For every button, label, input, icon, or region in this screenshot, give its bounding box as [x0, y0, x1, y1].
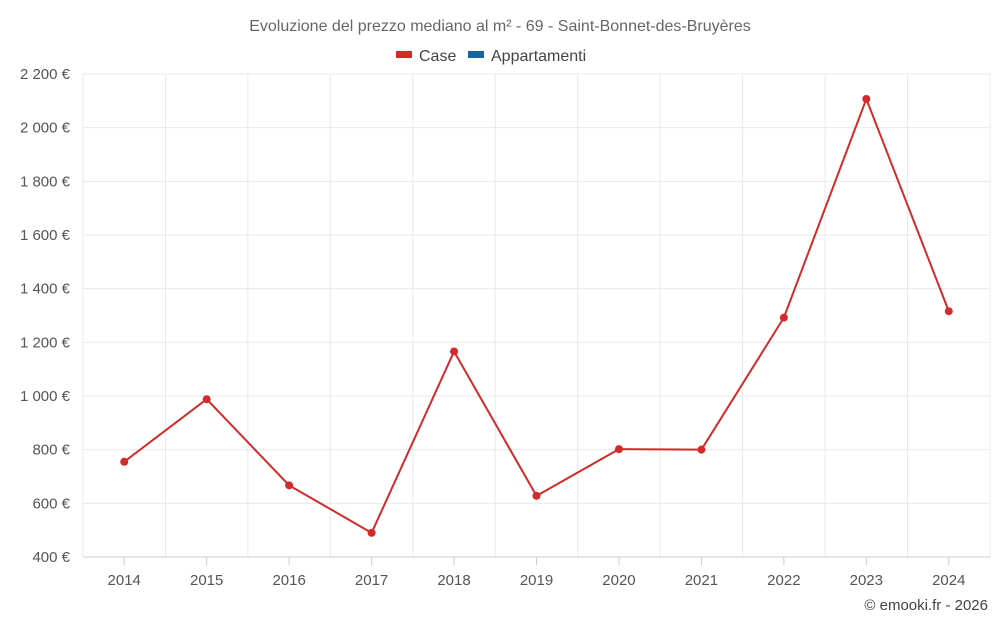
y-tick-label: 400 € — [32, 549, 70, 566]
y-tick-label: 1 000 € — [20, 388, 71, 405]
data-point-case-2016[interactable] — [285, 481, 294, 490]
legend-swatch-appartamenti — [468, 51, 484, 58]
x-tick-label: 2020 — [602, 572, 635, 589]
x-gridlines — [82, 74, 991, 557]
y-tick-label: 1 200 € — [20, 334, 71, 351]
x-tick-label: 2016 — [272, 572, 305, 589]
legend: Case Appartamenti — [396, 48, 586, 65]
y-gridlines — [83, 73, 990, 504]
data-point-case-2017[interactable] — [367, 528, 376, 537]
data-point-case-2020[interactable] — [614, 445, 623, 454]
data-point-case-2015[interactable] — [202, 395, 211, 404]
data-point-case-2022[interactable] — [779, 313, 788, 322]
x-tick-label: 2015 — [190, 572, 223, 589]
y-tick-label: 800 € — [32, 442, 70, 459]
y-tick-label: 600 € — [32, 495, 70, 512]
y-tick-label: 1 400 € — [20, 281, 71, 298]
x-tick-label: 2017 — [355, 572, 388, 589]
data-point-case-2019[interactable] — [532, 491, 541, 500]
x-tick-label: 2024 — [932, 572, 965, 589]
x-tick-label: 2014 — [108, 572, 141, 589]
data-point-case-2014[interactable] — [120, 457, 129, 466]
x-tick-label: 2021 — [685, 572, 718, 589]
data-point-case-2024[interactable] — [944, 307, 953, 316]
legend-swatch-case — [396, 51, 412, 58]
y-tick-label: 1 600 € — [20, 227, 71, 244]
y-tick-label: 1 800 € — [20, 173, 71, 190]
x-tick-label: 2023 — [850, 572, 883, 589]
x-axis-labels: 2014 2015 2016 2017 2018 2019 2020 2021 2022 2023… — [108, 557, 965, 589]
legend-label-case: Case — [419, 48, 456, 65]
y-tick-label: 2 200 € — [20, 66, 71, 83]
chart-title: Evoluzione del prezzo mediano al m² - 69… — [249, 18, 751, 35]
legend-item-case[interactable]: Case — [396, 48, 456, 65]
legend-item-appartamenti[interactable]: Appartamenti — [468, 48, 586, 65]
x-tick-label: 2019 — [520, 572, 553, 589]
y-tick-label: 2 000 € — [20, 120, 71, 137]
y-axis-labels: 400 € 600 € 800 € 1 000 € 1 200 € 1 400 € 1 60… — [20, 66, 71, 566]
data-point-case-2021[interactable] — [697, 445, 706, 454]
x-tick-label: 2022 — [767, 572, 800, 589]
x-tick-label: 2018 — [437, 572, 470, 589]
legend-label-appartamenti: Appartamenti — [491, 48, 586, 65]
series-case — [120, 94, 953, 537]
credit-text: © emooki.fr - 2026 — [864, 597, 988, 614]
data-point-case-2018[interactable] — [450, 347, 459, 356]
data-point-case-2023[interactable] — [862, 94, 871, 103]
